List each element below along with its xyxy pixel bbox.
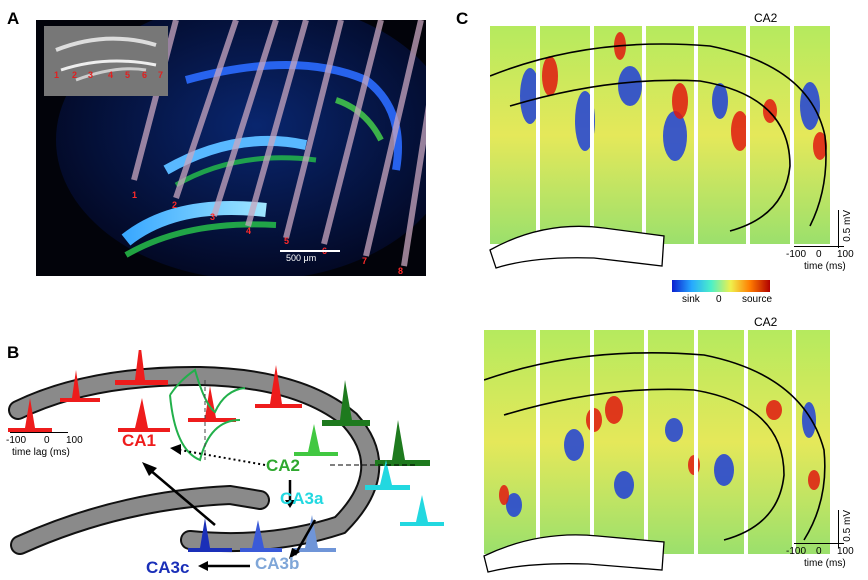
colorbar xyxy=(672,280,770,292)
probe-label-8: 8 xyxy=(398,266,404,276)
top-voltage-bar xyxy=(838,210,839,248)
probe-labels: 1 2 3 4 5 6 7 8 xyxy=(0,0,430,280)
panel-c-letter: C xyxy=(456,9,469,28)
region-label-ca2: CA2 xyxy=(266,456,301,475)
scale-bar-label: 500 μm xyxy=(286,253,317,263)
inset-label-5: 5 xyxy=(125,70,131,80)
time-lag-tick-100: 100 xyxy=(66,435,83,446)
bottom-time-tick-neg100: -100 xyxy=(786,546,807,557)
time-lag-tick-0: 0 xyxy=(44,435,50,446)
probe-label-2: 2 xyxy=(172,200,178,210)
top-scale: 0.5 mV xyxy=(836,200,866,270)
time-lag-tick-neg100: -100 xyxy=(6,435,27,446)
inset-label-2: 2 xyxy=(72,70,78,80)
probe-label-7: 7 xyxy=(362,256,368,266)
top-time-tick-100: 100 xyxy=(837,249,854,260)
bottom-time-axis-line xyxy=(794,543,844,544)
top-time-label: time (ms) xyxy=(804,261,846,272)
bottom-time-tick-100: 100 xyxy=(837,546,854,557)
colorbar-label-zero: 0 xyxy=(716,294,722,305)
top-time-tick-0: 0 xyxy=(816,249,822,260)
top-time-tick-neg100: -100 xyxy=(786,249,807,260)
top-voltage-label: 0.5 mV xyxy=(842,210,853,242)
time-lag-axis: -100 0 100 time lag (ms) xyxy=(6,430,116,460)
region-label-ca3c: CA3c xyxy=(146,558,190,577)
hippocampus-diagram xyxy=(8,350,444,571)
outline-bottom xyxy=(483,534,665,573)
csd-map-top xyxy=(489,26,830,244)
bottom-time-tick-0: 0 xyxy=(816,546,822,557)
outline-top xyxy=(489,225,665,269)
inset-label-1: 1 xyxy=(54,70,60,80)
inset-label-3: 3 xyxy=(88,70,94,80)
bottom-voltage-bar xyxy=(838,510,839,548)
probe-label-4: 4 xyxy=(246,226,252,236)
inset-label-7: 7 xyxy=(158,70,164,80)
top-time-axis: -100 0 100 time (ms) xyxy=(786,246,866,276)
csd-map-bottom xyxy=(483,330,830,554)
panel-b-letter: B xyxy=(7,343,20,362)
bottom-scale: 0.5 mV xyxy=(836,510,866,580)
region-label-ca3b: CA3b xyxy=(255,554,300,573)
top-time-axis-line xyxy=(794,246,844,247)
scale-bar-line xyxy=(280,250,340,252)
csd-title-bottom: CA2 xyxy=(754,315,778,329)
bottom-voltage-label: 0.5 mV xyxy=(842,510,853,542)
inset-labels: 1 2 3 4 5 6 7 xyxy=(50,70,170,82)
colorbar-label-sink: sink xyxy=(682,294,700,305)
scale-bar: 500 μm xyxy=(280,250,364,266)
histology-image xyxy=(36,20,426,276)
time-lag-label: time lag (ms) xyxy=(12,447,70,458)
region-label-ca1: CA1 xyxy=(122,431,157,450)
inset-label-4: 4 xyxy=(108,70,114,80)
probe-label-1: 1 xyxy=(132,190,138,200)
probe-label-3: 3 xyxy=(210,212,216,222)
time-lag-axis-line xyxy=(10,432,68,433)
bottom-time-label: time (ms) xyxy=(804,558,846,569)
probe-label-5: 5 xyxy=(284,236,290,246)
region-label-ca3a: CA3a xyxy=(280,489,324,508)
inset-label-6: 6 xyxy=(142,70,148,80)
bottom-time-axis: -100 0 100 time (ms) xyxy=(786,543,866,575)
colorbar-label-source: source xyxy=(742,294,773,305)
panel-a-letter: A xyxy=(7,9,20,28)
csd-title-top: CA2 xyxy=(754,11,778,25)
